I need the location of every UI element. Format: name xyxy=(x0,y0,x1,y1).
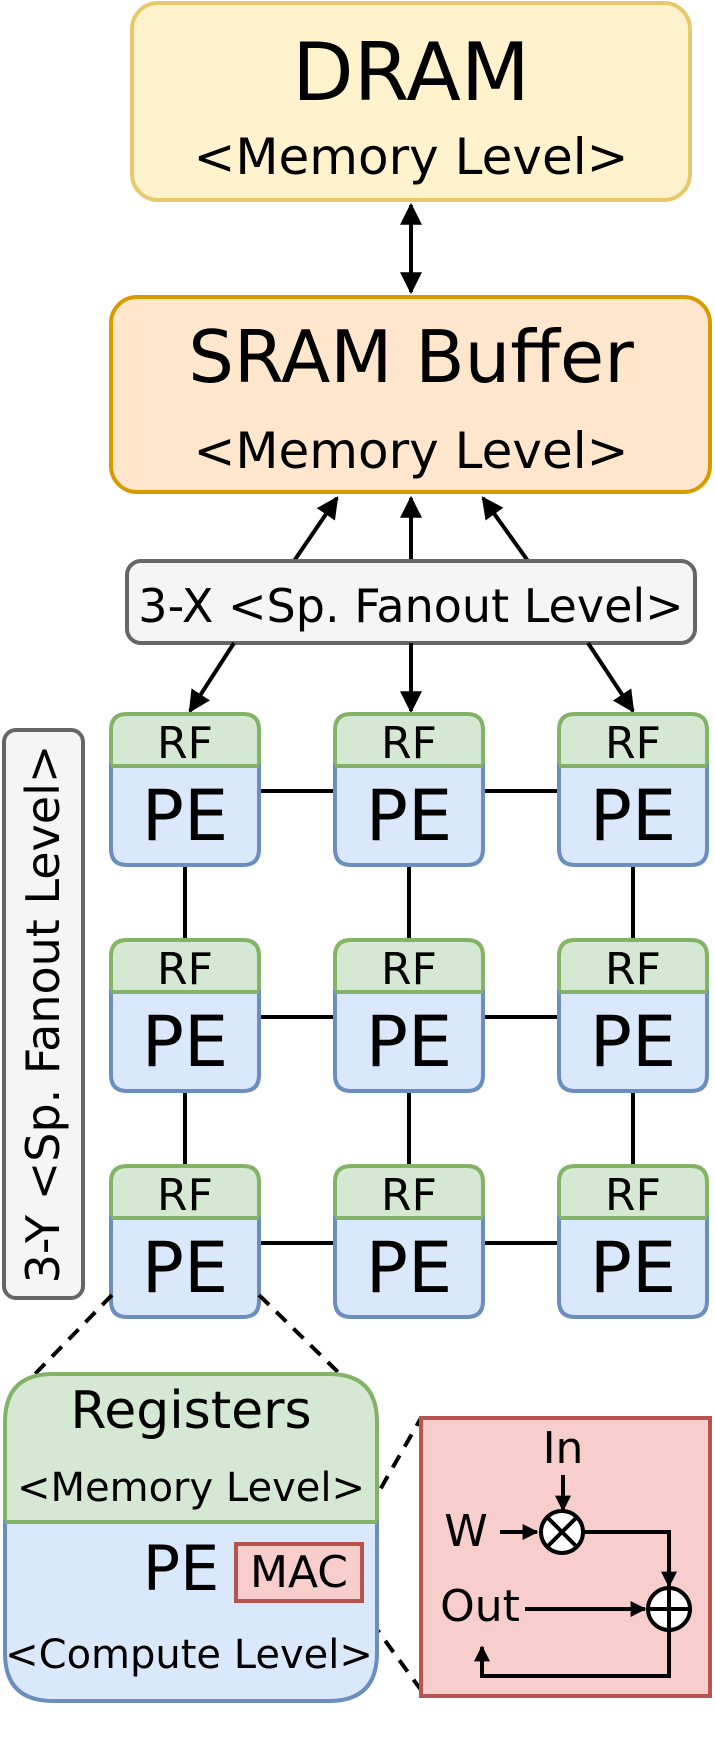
pe-region xyxy=(333,764,485,867)
mac-w-label: W xyxy=(444,1506,488,1557)
compute-subtitle: <Compute Level> xyxy=(5,1632,373,1678)
rf-region xyxy=(557,712,709,768)
pe-region xyxy=(109,764,261,867)
rf-region xyxy=(557,938,709,994)
pe-region xyxy=(109,990,261,1093)
dram-block: DRAM <Memory Level> xyxy=(130,1,692,202)
dram-subtitle: <Memory Level> xyxy=(193,128,628,186)
rf-label: RF xyxy=(605,718,661,769)
pe-cell: RF PE xyxy=(557,712,709,867)
pe-grid-links xyxy=(183,789,635,1245)
pe-label: PE xyxy=(366,1001,452,1083)
y-fanout-label: 3-Y <Sp. Fanout Level> xyxy=(16,745,70,1284)
fanout-to-sram-arrows xyxy=(292,495,530,563)
rf-label: RF xyxy=(157,944,213,995)
pe-region xyxy=(557,990,709,1093)
x-fanout-block: 3-X <Sp. Fanout Level> xyxy=(125,559,697,645)
sram-buffer-block: SRAM Buffer <Memory Level> xyxy=(109,295,712,494)
x-fanout-label: 3-X <Sp. Fanout Level> xyxy=(138,579,683,633)
detail-pe-label: PE xyxy=(143,1532,220,1605)
pe-region xyxy=(557,764,709,867)
pe-label: PE xyxy=(142,775,228,857)
sram-subtitle: <Memory Level> xyxy=(193,422,628,480)
pe-region xyxy=(333,1216,485,1319)
mac-in-label: In xyxy=(543,1423,584,1474)
rf-label: RF xyxy=(381,718,437,769)
mac-label: MAC xyxy=(250,1547,348,1598)
dram-title: DRAM xyxy=(292,26,530,119)
y-fanout-block: 3-Y <Sp. Fanout Level> xyxy=(2,728,85,1300)
rf-region xyxy=(333,712,485,768)
pe-cell: RF PE xyxy=(109,1164,261,1319)
pe-label: PE xyxy=(590,1227,676,1309)
zoom-lines xyxy=(33,1293,423,1692)
pe-grid: RF PE RF PE RF PE RF PE RF PE RF PE RF PE RF PE RF PE xyxy=(109,712,709,1319)
sram-title: SRAM Buffer xyxy=(188,315,634,399)
mac-detail-block: In W Out xyxy=(419,1416,712,1698)
pe-region xyxy=(333,990,485,1093)
add-icon xyxy=(646,1586,692,1632)
registers-subtitle: <Memory Level> xyxy=(17,1465,365,1511)
rf-label: RF xyxy=(157,718,213,769)
rf-label: RF xyxy=(381,944,437,995)
rf-label: RF xyxy=(605,944,661,995)
rf-region xyxy=(333,938,485,994)
mac-out-label: Out xyxy=(440,1581,520,1632)
pe-label: PE xyxy=(590,775,676,857)
rf-region xyxy=(109,1164,261,1220)
rf-label: RF xyxy=(605,1170,661,1221)
rf-region xyxy=(109,712,261,768)
pe-cell: RF PE xyxy=(109,712,261,867)
pe-region xyxy=(557,1216,709,1319)
rf-label: RF xyxy=(157,1170,213,1221)
pe-cell: RF PE xyxy=(557,1164,709,1319)
mac-unit-box xyxy=(234,1542,364,1603)
pe-cell: RF PE xyxy=(557,938,709,1093)
registers-title: Registers xyxy=(70,1381,311,1441)
pe-cell: RF PE xyxy=(333,1164,485,1319)
pe-cell: RF PE xyxy=(109,938,261,1093)
pe-label: PE xyxy=(366,1227,452,1309)
pe-label: PE xyxy=(366,775,452,857)
pe-cell: RF PE xyxy=(333,712,485,867)
rf-region xyxy=(557,1164,709,1220)
rf-region xyxy=(109,938,261,994)
pe-detail-block: Registers <Memory Level> PE MAC <Compute… xyxy=(3,1372,379,1703)
pe-label: PE xyxy=(142,1001,228,1083)
multiply-icon xyxy=(539,1509,585,1555)
rf-region xyxy=(333,1164,485,1220)
pe-region xyxy=(109,1216,261,1319)
fanout-to-pe-arrows xyxy=(188,641,635,714)
rf-label: RF xyxy=(381,1170,437,1221)
pe-cell: RF PE xyxy=(333,938,485,1093)
pe-label: PE xyxy=(590,1001,676,1083)
pe-label: PE xyxy=(142,1227,228,1309)
